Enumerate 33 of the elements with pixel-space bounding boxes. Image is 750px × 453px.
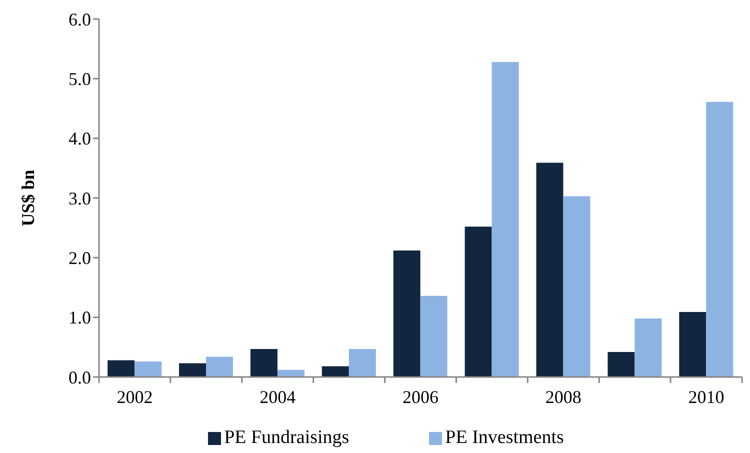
bar	[563, 196, 590, 377]
bar	[108, 360, 135, 377]
bar	[134, 361, 162, 377]
bar	[179, 363, 206, 377]
bar	[322, 366, 349, 377]
bar	[250, 348, 278, 377]
y-tick-label: 1.0	[68, 308, 91, 328]
x-tick-label: 2004	[260, 387, 296, 407]
bar	[492, 62, 519, 377]
bar	[706, 102, 734, 377]
y-tick-label: 4.0	[68, 128, 91, 149]
y-tick-label: 3.0	[68, 188, 91, 208]
bar	[393, 250, 420, 377]
bar	[464, 226, 492, 377]
legend-label: PE Investments	[445, 427, 564, 449]
y-tick-label: 5.0	[68, 69, 91, 90]
bar	[420, 296, 448, 377]
bar	[206, 356, 234, 377]
y-tick-label: 0.0	[68, 367, 91, 388]
x-tick-label: 2006	[402, 387, 438, 407]
bar	[536, 162, 564, 377]
bar	[348, 348, 376, 377]
bar	[679, 312, 706, 377]
legend-label: PE Fundraisings	[224, 427, 350, 449]
y-axis-title: US$ bn	[18, 170, 38, 226]
bar	[608, 352, 635, 377]
x-tick-label: 2010	[688, 387, 724, 407]
bar	[277, 370, 304, 377]
bar	[634, 318, 662, 377]
x-tick-label: 2002	[116, 387, 153, 407]
x-tick-label: 2008	[545, 387, 582, 407]
y-tick-label: 2.0	[68, 248, 91, 268]
y-tick-label: 6.0	[68, 9, 91, 30]
